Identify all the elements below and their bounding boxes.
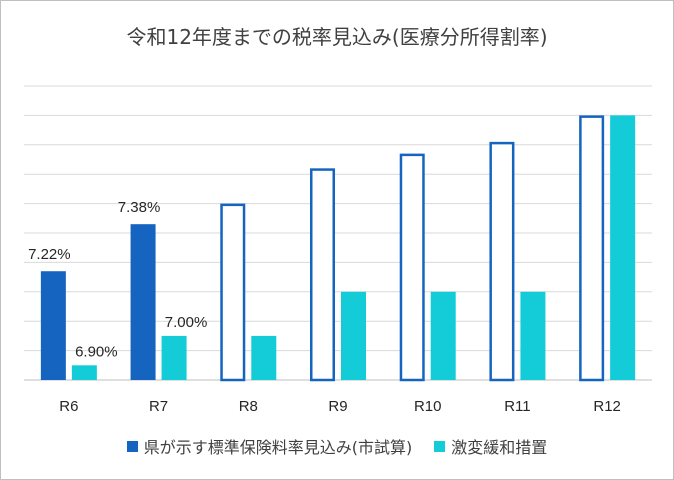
- bar-standard-rate-R11: [489, 141, 515, 382]
- x-tick-label-R7: R7: [149, 398, 168, 415]
- data-label-standard-rate-R6: 7.22%: [28, 246, 71, 263]
- data-labels: 7.22% 6.90% 7.38% 7.00%: [28, 199, 207, 360]
- x-tick-label-R10: R10: [414, 398, 442, 415]
- bar-standard-rate-R12: [579, 115, 605, 382]
- bar-mitigation-R6: [71, 365, 97, 380]
- bar-standard-rate-R10: [399, 153, 425, 382]
- x-axis-ticks: R6 R7 R8 R9 R10 R11 R12: [59, 398, 621, 415]
- bar-mitigation-R11: [520, 291, 546, 380]
- legend-swatch-standard-rate: [126, 440, 138, 452]
- legend-label-standard-rate: 県が示す標準保険料率見込み(市試算): [143, 438, 413, 457]
- bar-standard-rate-R9: [310, 168, 335, 382]
- x-tick-label-R12: R12: [593, 398, 621, 415]
- data-label-mitigation-R7: 7.00%: [165, 314, 208, 331]
- chart-title: 令和12年度までの税率見込み(医療分所得割率): [126, 25, 547, 49]
- bar-standard-rate-R8: [220, 203, 246, 382]
- bars: [40, 115, 636, 382]
- bar-mitigation-R10: [430, 291, 456, 380]
- legend-item-mitigation: 激変緩和措置: [434, 434, 547, 458]
- bar-standard-rate-R6: [40, 271, 66, 380]
- x-tick-label-R6: R6: [59, 398, 78, 415]
- x-tick-label-R8: R8: [239, 398, 258, 415]
- bar-mitigation-R9: [341, 291, 366, 380]
- legend: 県が示す標準保険料率見込み(市試算) 激変緩和措置: [0, 434, 674, 458]
- legend-item-standard-rate: 県が示す標準保険料率見込み(市試算): [126, 434, 413, 458]
- data-label-mitigation-R6: 6.90%: [75, 343, 118, 360]
- bar-standard-rate-R7: [130, 224, 156, 380]
- data-label-standard-rate-R7: 7.38%: [118, 199, 161, 216]
- bar-mitigation-R7: [161, 335, 187, 380]
- x-tick-label-R9: R9: [328, 398, 347, 415]
- x-tick-label-R11: R11: [504, 398, 530, 415]
- legend-label-mitigation: 激変緩和措置: [451, 438, 548, 457]
- legend-swatch-mitigation: [434, 440, 446, 452]
- bar-mitigation-R12: [610, 115, 636, 381]
- gridlines: [24, 85, 652, 381]
- bar-mitigation-R8: [251, 335, 277, 380]
